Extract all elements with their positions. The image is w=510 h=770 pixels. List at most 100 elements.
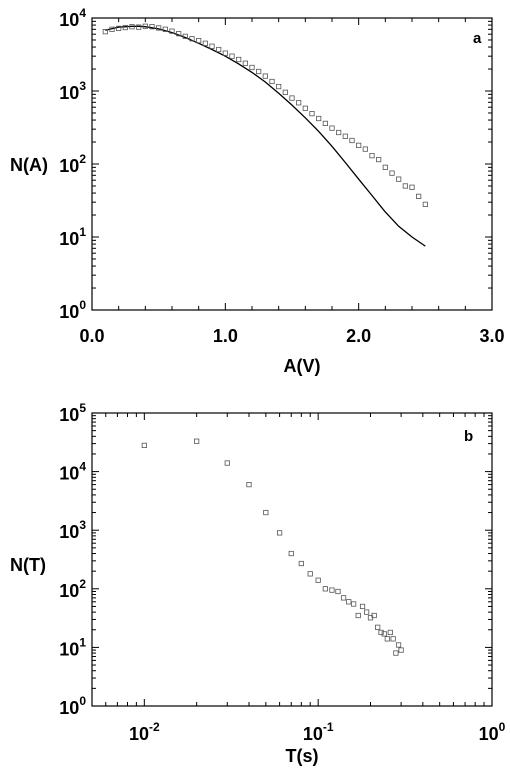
panel-a-data-point <box>169 28 175 34</box>
panel-a-data-point <box>422 201 428 207</box>
panel-a-x-tick-label: 0.0 <box>79 326 104 346</box>
panel-a-data-point <box>349 137 355 144</box>
panel-a-data-point <box>196 38 202 44</box>
panel-b-data-point <box>359 603 366 610</box>
panel-a-x-axis-label: A(V) <box>284 356 321 376</box>
panel-a-data-point <box>282 89 288 95</box>
panel-a-y-axis-label: N(A) <box>10 155 48 175</box>
panel-a-data-point <box>189 36 195 42</box>
panel-b-data-point <box>141 442 147 448</box>
panel-a-data-point <box>269 78 275 85</box>
panel-b-y-tick-label: 104 <box>59 460 86 484</box>
panel-a-data-point <box>276 83 282 90</box>
panel-a-data-point <box>289 95 295 101</box>
panel-b-data-point <box>224 460 230 466</box>
panel-a-x-tick-labels: 0.0 1.0 2.0 3.0 <box>79 326 504 346</box>
panel-b-data-point <box>351 601 357 607</box>
panel-a-data-point <box>329 125 335 131</box>
panel-b-data-point <box>375 624 381 630</box>
panel-a-data-point <box>209 43 215 49</box>
panel-a-data-point <box>116 25 122 32</box>
panel-a-data-point <box>296 100 302 106</box>
panel-a-plot-frame <box>91 17 493 311</box>
panel-b-data-point <box>355 612 361 619</box>
panel-b-x-tick-labels: 10-2 10-1 100 <box>129 720 506 744</box>
panel-a-data-point <box>149 24 155 30</box>
panel-b-y-axis-label: N(T) <box>10 555 46 575</box>
panel-a-data-point <box>229 53 235 59</box>
panel-b-plot-frame <box>91 412 493 707</box>
panel-a-data-point <box>382 164 388 170</box>
panel-a-data-point <box>409 184 415 190</box>
panel-b-data-point <box>378 629 384 636</box>
panel-a-data-point <box>236 56 242 63</box>
panel-b-y-tick-label: 100 <box>59 694 86 718</box>
panel-a-letter: a <box>473 30 482 47</box>
panel-a-data-point <box>389 170 395 176</box>
panel-a-data-point <box>136 24 142 30</box>
panel-a-data-point <box>362 146 368 152</box>
panel-b-ticks <box>91 413 493 707</box>
panel-b-data-point <box>307 571 313 577</box>
panel-a-data-point <box>316 115 322 122</box>
panel-a-x-tick-label: 2.0 <box>346 326 371 346</box>
panel-a-data-point <box>142 23 148 29</box>
panel-b-data-points <box>141 438 404 656</box>
panel-b-data-point <box>371 612 377 619</box>
panel-b-data-point <box>395 642 402 648</box>
panel-a-fit-curve <box>105 25 426 247</box>
panel-a-data-point <box>216 46 222 53</box>
panel-a-data-point <box>202 40 208 46</box>
panel-a-data-point <box>129 24 135 30</box>
panel-b-data-point <box>246 482 252 488</box>
panel-a-y-tick-label: 100 <box>59 298 86 322</box>
panel-b-y-tick-label: 103 <box>59 518 86 542</box>
panel-b-data-point <box>298 560 304 567</box>
panel-b-data-point <box>393 650 399 656</box>
panel-b-y-tick-label: 102 <box>59 577 86 601</box>
panel-a-data-point <box>262 73 268 79</box>
panel-b-letter: b <box>464 428 473 445</box>
panel-a-data-point <box>102 29 108 35</box>
panel-a-data-point <box>162 26 168 32</box>
panel-a-data-point <box>356 142 362 148</box>
panel-b-y-tick-labels: 100 101 102 103 104 105 <box>59 401 86 718</box>
panel-b-data-point <box>364 609 370 615</box>
panel-a-y-tick-labels: 100 101 102 103 104 <box>59 6 86 322</box>
panel-a-data-point <box>176 31 182 37</box>
panel-a-data-point <box>156 25 162 31</box>
panel-a-data-point <box>322 120 328 126</box>
panel-b-data-point <box>340 595 347 601</box>
panel-b-data-point <box>390 636 396 642</box>
panel-a-data-point <box>182 33 188 39</box>
panel-a-x-tick-label: 3.0 <box>479 326 504 346</box>
panel-a-data-point <box>402 183 408 189</box>
panel-b-data-point <box>315 577 321 583</box>
panel-b-x-axis-label: T(s) <box>286 746 319 766</box>
panel-b-x-tick-label: 10-1 <box>303 720 334 744</box>
panel-a-x-tick-label: 1.0 <box>213 326 238 346</box>
panel-a-chart: 0.0 1.0 2.0 3.0 100 101 102 103 104 a A(V) N(A) <box>10 6 505 376</box>
panel-a-data-point <box>122 24 128 31</box>
panel-b-x-tick-label: 10-2 <box>129 720 160 744</box>
panel-a-data-point <box>302 105 308 111</box>
panel-b-data-point <box>346 599 352 605</box>
panel-b-x-tick-label: 100 <box>479 720 506 744</box>
panel-b-data-point <box>263 509 269 516</box>
panel-a-data-point <box>342 133 348 139</box>
panel-b-data-point <box>335 588 341 595</box>
panel-a-ticks <box>91 18 493 311</box>
panel-b-y-tick-label: 101 <box>59 635 86 659</box>
panel-b-data-point <box>194 438 200 444</box>
panel-b-data-point <box>322 586 328 592</box>
panel-b-data-point <box>288 550 294 557</box>
panel-a-data-point <box>309 111 315 117</box>
panel-b-data-point <box>387 629 393 636</box>
panel-a-y-tick-label: 103 <box>59 79 86 103</box>
panel-a-data-point <box>109 26 115 32</box>
panel-a-data-points <box>102 23 428 207</box>
panel-b-data-point <box>381 631 387 637</box>
panel-b-data-point <box>276 530 283 536</box>
panel-b-data-point <box>329 587 335 593</box>
